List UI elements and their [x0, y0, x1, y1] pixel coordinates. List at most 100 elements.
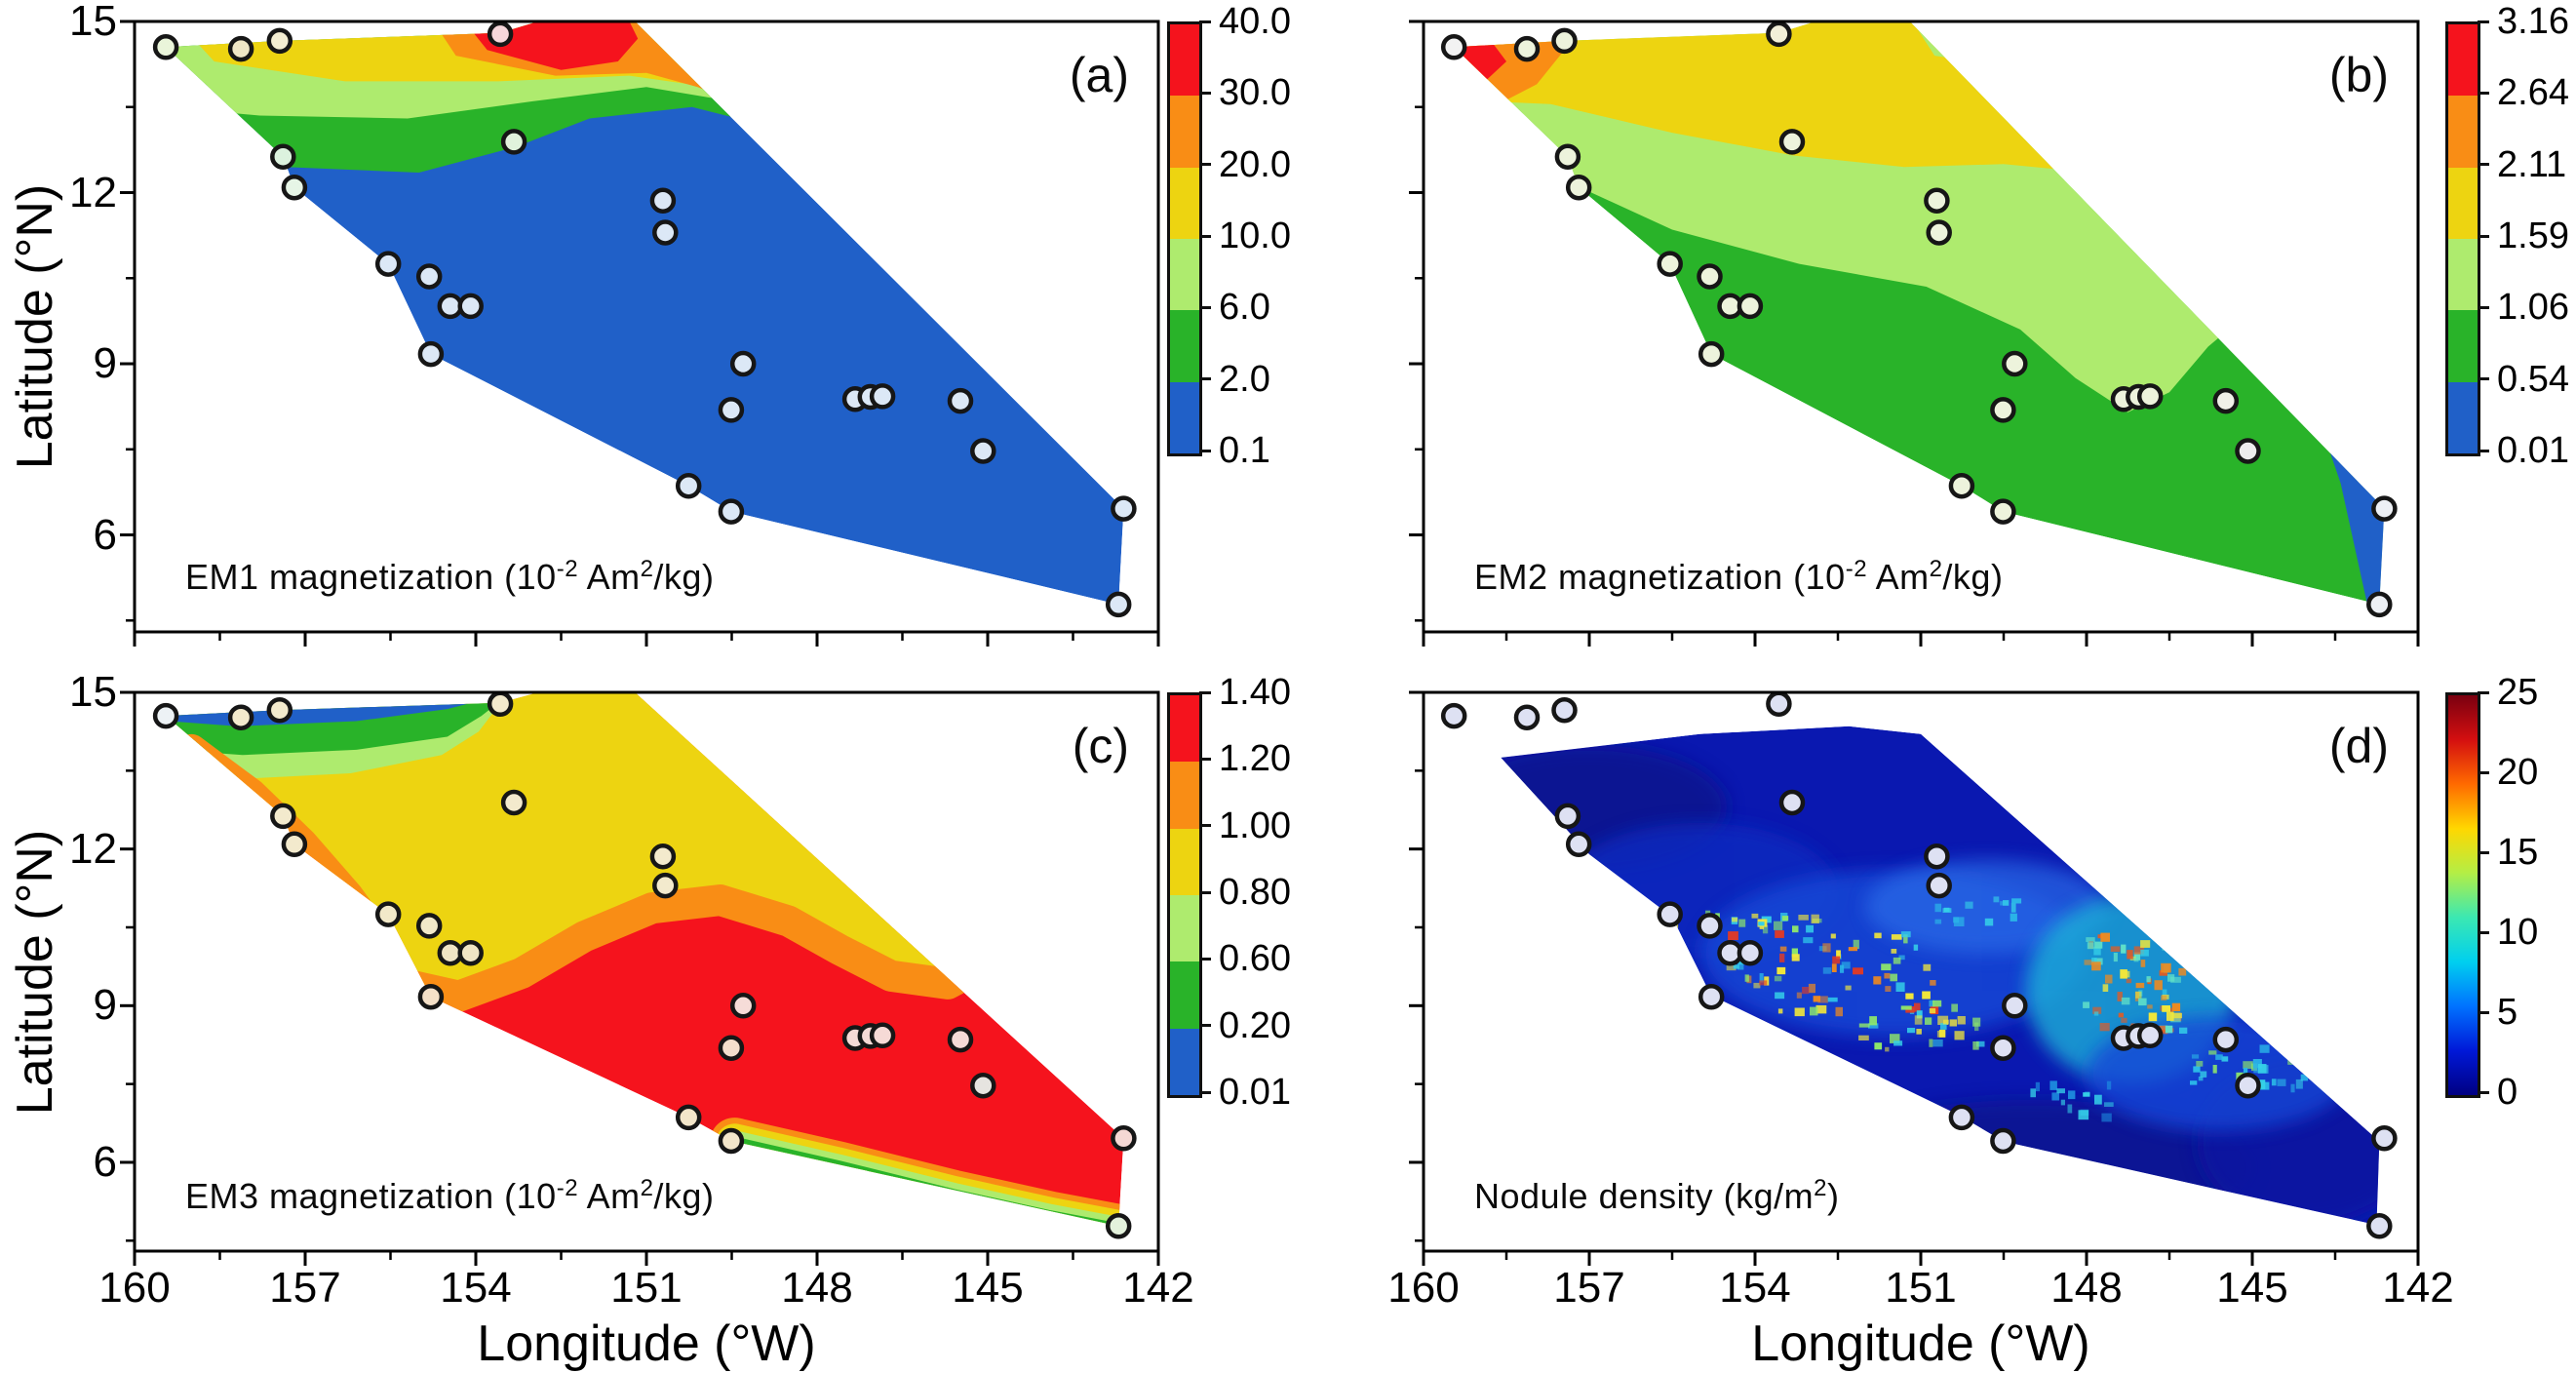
density-speckle	[1753, 982, 1761, 989]
colorbar-tick-label: 25	[2497, 672, 2539, 713]
y-tick-label: 12	[69, 824, 117, 873]
density-speckle	[1832, 956, 1841, 964]
density-speckle	[1907, 1028, 1916, 1034]
colorbar-tick-label: 2.0	[1219, 358, 1270, 400]
colorbar-tick	[2478, 91, 2489, 95]
station-marker	[947, 387, 974, 414]
density-speckle	[1942, 908, 1952, 913]
density-speckle	[1916, 1029, 1922, 1035]
density-speckle	[2300, 1074, 2309, 1081]
colorbar-em2: 3.16 2.64 2.11 1.59 1.06 0.54 0.01	[2445, 1, 2569, 471]
density-speckle	[2290, 1083, 2295, 1093]
colorbar-tick	[1199, 890, 1211, 894]
density-speckle	[1943, 1019, 1949, 1025]
density-speckle	[1705, 910, 1711, 916]
density-speckle	[2121, 1017, 2127, 1023]
station-marker	[1778, 789, 1806, 816]
density-speckle	[1937, 1015, 1949, 1025]
density-speckle	[2196, 1061, 2204, 1067]
density-speckle	[1836, 950, 1841, 959]
density-speckle	[2110, 946, 2121, 952]
density-speckle	[2113, 953, 2118, 962]
density-speckle	[1881, 963, 1892, 971]
density-speckle	[1751, 913, 1759, 919]
density-speckle	[1827, 997, 1838, 1002]
colorbar-tick	[2478, 163, 2489, 167]
density-speckle	[2106, 1080, 2112, 1090]
y-tick-label: 9	[93, 981, 117, 1030]
x-tick-label: 142	[1122, 1264, 1194, 1312]
station-marker	[970, 1072, 996, 1099]
density-speckle	[1930, 980, 1936, 986]
colorbar-tick	[1199, 824, 1211, 828]
station-marker	[729, 350, 757, 377]
station-marker	[2371, 495, 2398, 522]
density-speckle	[1775, 930, 1784, 938]
density-speckle	[2252, 1059, 2262, 1069]
station-marker	[652, 219, 679, 246]
density-speckle	[1858, 1035, 1869, 1040]
density-speckle	[2191, 1054, 2200, 1059]
y-tick-label: 12	[69, 168, 117, 216]
density-speckle	[2159, 970, 2167, 976]
station-marker	[457, 293, 484, 320]
density-speckle	[2161, 995, 2167, 1001]
density-speckle	[2257, 1064, 2267, 1074]
colorbar-tick	[2478, 377, 2489, 381]
density-speckle	[2178, 967, 2187, 976]
station-marker	[415, 263, 443, 290]
density-speckle	[2094, 1094, 2102, 1105]
station-marker	[2136, 1022, 2164, 1049]
caption-text: /kg)	[653, 557, 715, 597]
colorbar-tick-label: 0.20	[1219, 1004, 1291, 1046]
station-marker	[1105, 1213, 1132, 1239]
density-speckle	[1873, 976, 1882, 985]
colorbar-scale	[2445, 692, 2480, 1098]
density-speckle	[2086, 937, 2095, 942]
density-speckle	[1775, 992, 1785, 1000]
density-speckle	[1759, 980, 1768, 986]
station-marker	[2136, 383, 2164, 410]
caption-text: /kg)	[653, 1176, 715, 1216]
station-marker	[2366, 1213, 2393, 1239]
density-speckle	[2167, 1007, 2173, 1014]
x-tick-label: 151	[1885, 1264, 1957, 1312]
colorbar-tick	[2478, 1010, 2489, 1014]
plot-panel-b	[1409, 20, 2420, 647]
density-speckle	[1830, 933, 1836, 939]
station-marker	[718, 1035, 745, 1061]
density-speckle	[1808, 983, 1815, 994]
density-speckle	[2179, 937, 2189, 944]
colorbar-segment-red	[1170, 695, 1199, 763]
station-marker	[1990, 498, 2016, 525]
density-speckle	[2146, 976, 2151, 983]
colorbar-tick-label: 10	[2497, 912, 2539, 953]
plot-frame	[1422, 20, 2420, 634]
density-speckle	[1903, 934, 1908, 944]
density-speckle	[1976, 1040, 1985, 1047]
density-speckle	[2173, 948, 2180, 956]
station-marker	[1554, 803, 1581, 830]
station-marker	[675, 1104, 702, 1131]
density-speckle	[1638, 924, 1650, 931]
density-speckle	[2140, 960, 2146, 967]
station-marker	[457, 939, 484, 966]
colorbar-scale	[2445, 21, 2480, 456]
density-speckle	[2162, 989, 2167, 1000]
station-marker	[270, 143, 296, 170]
station-marker	[281, 174, 308, 201]
caption-text: EM3 magnetization (10	[185, 1176, 557, 1216]
density-speckle	[2243, 1068, 2248, 1074]
y-tick-label: 9	[93, 339, 117, 388]
x-tick-label: 148	[2050, 1264, 2123, 1312]
colorbar-scale	[1167, 21, 1202, 456]
density-speckle	[2163, 940, 2168, 949]
colorbar-tick-label: 1.20	[1219, 738, 1291, 780]
caption-text: EM1 magnetization (10	[185, 557, 557, 597]
density-speckle	[2100, 932, 2110, 942]
colorbar-tick	[1199, 91, 1211, 95]
colorbar-segment-green	[1170, 961, 1199, 1029]
station-marker	[1737, 939, 1764, 966]
caption-text: /kg)	[1942, 557, 2004, 597]
density-speckle	[2104, 1102, 2114, 1107]
